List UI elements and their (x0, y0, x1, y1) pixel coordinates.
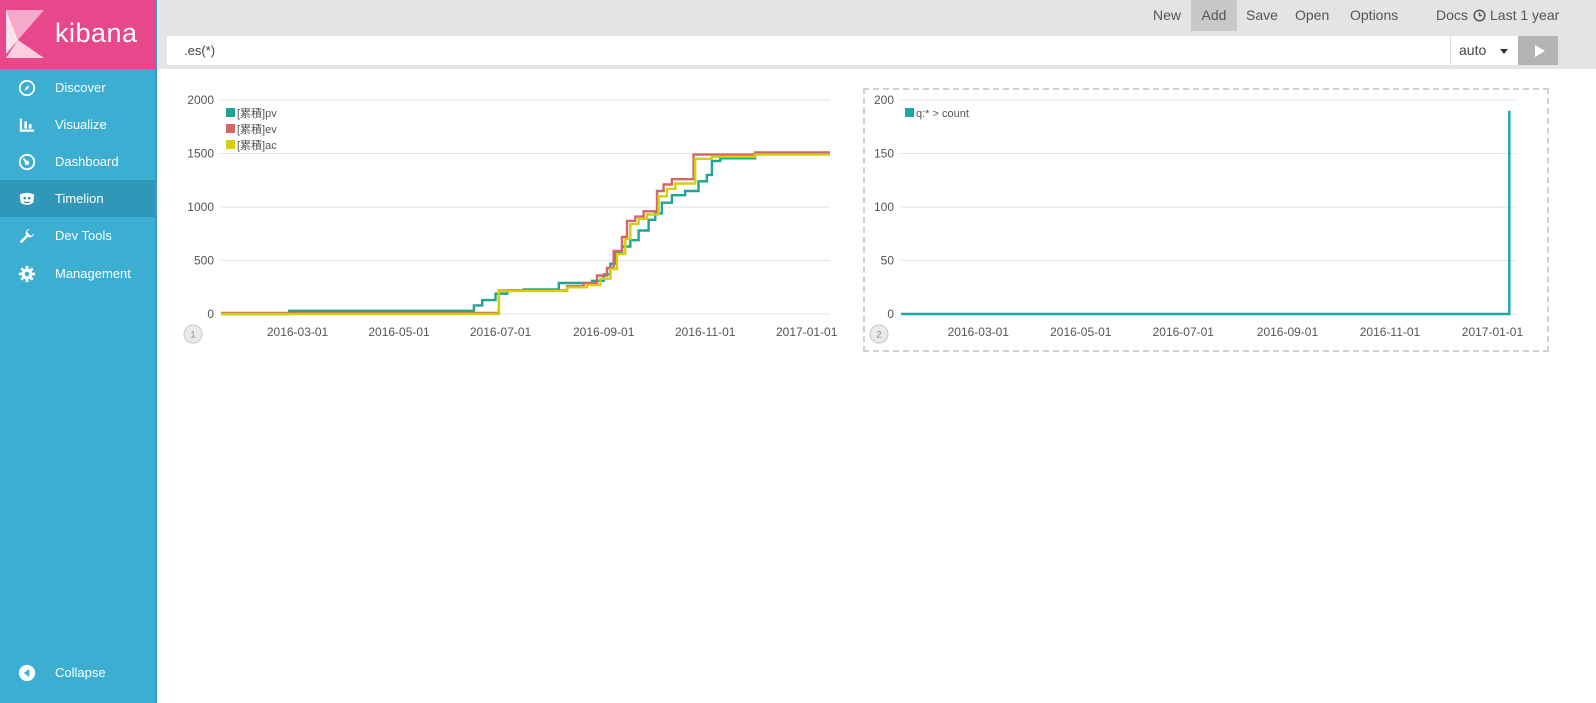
legend-label: q:* > count (916, 108, 969, 120)
sidebar-item-dashboard[interactable]: Dashboard (0, 143, 155, 180)
collapse-label: Collapse (55, 665, 106, 680)
y-tick-label: 1500 (187, 147, 214, 161)
legend-swatch (905, 108, 914, 117)
legend-label: [累積]pv (237, 106, 277, 120)
run-button[interactable] (1518, 36, 1558, 65)
x-tick-label: 2016-03-01 (267, 325, 329, 339)
x-tick-label: 2017-01-01 (1462, 325, 1524, 339)
time-picker-label: Last 1 year (1490, 7, 1560, 23)
docs-button[interactable]: Docs (1436, 7, 1468, 23)
sidebar-item-label: Dashboard (55, 154, 119, 169)
y-tick-label: 150 (874, 147, 894, 161)
y-tick-label: 0 (887, 307, 894, 321)
chevron-down-icon (1500, 49, 1508, 54)
sidebar-item-label: Dev Tools (55, 228, 112, 243)
y-tick-label: 0 (207, 307, 214, 321)
top-nav: New Add Save Open Options Docs Last 1 ye… (157, 0, 1596, 32)
series-line (221, 153, 830, 316)
x-tick-label: 2016-11-01 (675, 325, 736, 339)
chart-2: 0 50 100 150 200 2016-03-01 2016-05-01 2016-07-… (869, 93, 1524, 344)
x-tick-label: 2016-07-01 (1153, 325, 1215, 339)
cell-number-label: 2 (876, 330, 881, 340)
sidebar-collapse[interactable]: Collapse (0, 654, 155, 691)
legend-swatch (226, 140, 235, 149)
y-tick-label: 200 (874, 93, 894, 107)
y-tick-label: 50 (881, 254, 895, 268)
x-tick-label: 2016-11-01 (1360, 325, 1421, 339)
sidebar-item-label: Timelion (55, 191, 104, 206)
legend-label: [累積]ev (237, 122, 277, 136)
interval-value: auto (1459, 42, 1487, 58)
sidebar-item-label: Management (55, 266, 131, 281)
bar-chart-icon (17, 115, 37, 135)
x-tick-label: 2016-05-01 (1050, 325, 1112, 339)
series-line (221, 151, 830, 315)
sidebar-item-label: Discover (55, 80, 106, 95)
cell-number-badge (183, 324, 203, 344)
y-tick-label: 100 (874, 200, 894, 214)
sidebar-item-dev-tools[interactable]: Dev Tools (0, 217, 155, 254)
sidebar-item-management[interactable]: Management (0, 255, 155, 292)
sidebar-item-discover[interactable]: Discover (0, 69, 155, 106)
x-tick-label: 2016-03-01 (948, 325, 1010, 339)
sidebar-item-timelion[interactable]: Timelion (0, 180, 155, 217)
collapse-arrow-icon (17, 663, 37, 683)
series-line (901, 110, 1511, 316)
clock-icon (1473, 9, 1486, 22)
cell-number-badge (869, 324, 889, 344)
save-button[interactable]: Save (1246, 7, 1278, 23)
x-tick-label: 2016-05-01 (368, 325, 430, 339)
chart-cell-2[interactable]: 0 50 100 150 200 2016-03-01 2016-05-01 2016-07-… (863, 88, 1549, 352)
wrench-icon (17, 226, 37, 246)
options-button[interactable]: Options (1350, 7, 1399, 23)
cell-number-label: 1 (190, 330, 195, 340)
kibana-logo[interactable]: kibana (0, 0, 155, 69)
time-picker-button[interactable]: Last 1 year (1465, 0, 1567, 31)
add-button[interactable]: Add (1191, 0, 1237, 31)
chart-1: 0 500 1000 1500 2000 2016-03-01 2016-05-01 2016… (183, 93, 838, 344)
open-button[interactable]: Open (1295, 7, 1330, 23)
timelion-icon (17, 189, 37, 209)
y-tick-label: 1000 (187, 200, 214, 214)
sidebar: kibana Discover Visualize Dashboard Time… (0, 0, 157, 703)
x-tick-label: 2016-09-01 (1257, 325, 1319, 339)
dashboard-icon (17, 152, 37, 172)
y-tick-label: 2000 (187, 93, 214, 107)
y-tick-label: 500 (194, 254, 214, 268)
new-button[interactable]: New (1153, 7, 1182, 23)
play-icon (1534, 44, 1545, 57)
legend-swatch (226, 108, 235, 117)
kibana-logo-mark-icon (6, 10, 44, 58)
chart-cell-1[interactable]: 0 500 1000 1500 2000 2016-03-01 2016-05-01 2016… (178, 86, 846, 350)
x-tick-label: 2017-01-01 (776, 325, 838, 339)
kibana-brand-text: kibana (55, 18, 138, 48)
legend-label: [累積]ac (237, 138, 277, 152)
expression-bar: .es(*) auto (157, 32, 1596, 69)
sidebar-item-label: Visualize (55, 117, 107, 132)
x-tick-label: 2016-07-01 (470, 325, 532, 339)
compass-icon (17, 78, 37, 98)
legend-swatch (226, 124, 235, 133)
sidebar-item-visualize[interactable]: Visualize (0, 106, 155, 143)
gear-icon (17, 264, 37, 284)
x-tick-label: 2016-09-01 (573, 325, 635, 339)
interval-select[interactable]: auto (1450, 36, 1518, 65)
expression-input[interactable]: .es(*) (167, 36, 1450, 65)
